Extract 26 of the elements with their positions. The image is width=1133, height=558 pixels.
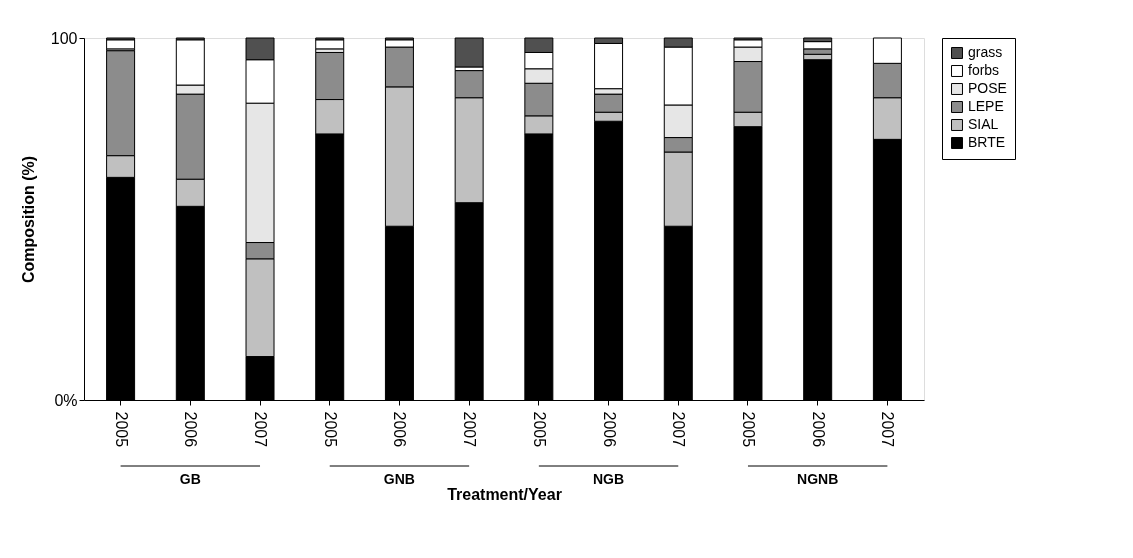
- y-tick-label: 0%: [54, 391, 78, 409]
- x-tick-label: 2007: [879, 411, 897, 448]
- text: GNB: [383, 471, 415, 487]
- legend-label: BRTE: [968, 134, 1006, 150]
- x-tick-label: 2005: [321, 411, 339, 448]
- text: NGNB: [797, 471, 839, 487]
- x-tick-label: 2007: [252, 411, 270, 448]
- legend-label: LEPE: [968, 98, 1004, 114]
- y-tick-label: 100: [50, 29, 78, 47]
- x-tick-label: 2005: [739, 411, 757, 448]
- x-tick-label: 2005: [530, 411, 548, 448]
- x-tick-label: 2007: [670, 411, 688, 448]
- x-tick-label: 2005: [112, 411, 130, 448]
- x-tick-label: 2007: [461, 411, 479, 448]
- legend-label: SIAL: [968, 116, 999, 132]
- x-tick-label: 2006: [391, 411, 409, 448]
- text: GB: [179, 471, 201, 487]
- text: NGB: [593, 471, 625, 487]
- legend-label: forbs: [968, 62, 1000, 78]
- x-tick-label: 2006: [182, 411, 200, 448]
- legend-label: POSE: [968, 80, 1007, 96]
- x-tick-label: 2006: [600, 411, 618, 448]
- x-axis-title: Treatment/Year: [447, 486, 562, 504]
- legend-label: grass: [968, 44, 1003, 60]
- x-tick-label: 2006: [809, 411, 827, 448]
- y-axis-title: Composition (%): [19, 155, 37, 284]
